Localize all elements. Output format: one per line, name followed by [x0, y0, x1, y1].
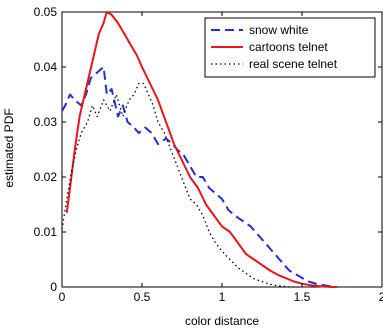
- x-axis-label: color distance: [185, 314, 259, 328]
- legend-label: real scene telnet: [249, 57, 338, 71]
- series-line-cartoons-telnet: [65, 11, 338, 288]
- legend-label: cartoons telnet: [249, 40, 328, 54]
- legend-label: snow white: [249, 23, 309, 37]
- ticks: 0 0.5 1 1.5 2 0 0.01 0.02 0.03 0.04 0.05: [34, 5, 383, 304]
- x-tick-label: 0.5: [134, 290, 151, 304]
- x-tick-label: 2: [379, 290, 383, 304]
- x-tick-label: 0: [59, 290, 66, 304]
- x-tick-label: 1.5: [294, 290, 311, 304]
- legend: snow white cartoons telnet real scene teln…: [204, 17, 376, 78]
- y-axis-label: estimated PDF: [2, 108, 16, 187]
- plot-lines: [61, 11, 338, 288]
- y-tick-label: 0: [50, 280, 57, 294]
- y-tick-label: 0.03: [34, 115, 58, 129]
- y-tick-label: 0.01: [34, 225, 58, 239]
- y-tick-label: 0.04: [34, 60, 58, 74]
- y-tick-label: 0.02: [34, 170, 58, 184]
- y-tick-label: 0.05: [34, 5, 58, 19]
- x-tick-label: 1: [219, 290, 226, 304]
- axis-labels: color distance estimated PDF: [2, 108, 259, 328]
